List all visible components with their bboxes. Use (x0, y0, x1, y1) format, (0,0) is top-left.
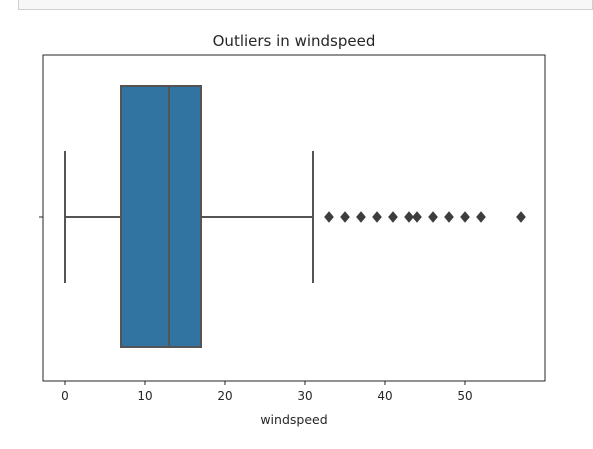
x-tick-label: 30 (297, 389, 312, 403)
outlier-point (324, 211, 334, 223)
x-axis-label: windspeed (260, 412, 327, 427)
outlier-point (412, 211, 422, 223)
outlier-point (516, 211, 526, 223)
outlier-point (476, 211, 486, 223)
outlier-point (340, 211, 350, 223)
x-tick-label: 10 (137, 389, 152, 403)
outlier-point (404, 211, 414, 223)
x-tick-label: 40 (377, 389, 392, 403)
outlier-point (356, 211, 366, 223)
x-tick-label: 20 (217, 389, 232, 403)
outlier-point (428, 211, 438, 223)
iqr-box (120, 85, 202, 348)
outlier-point (372, 211, 382, 223)
chart-title: Outliers in windspeed (213, 32, 376, 50)
x-axis: 0 10 20 30 40 50 (61, 381, 473, 403)
outlier-point (388, 211, 398, 223)
outlier-point (460, 211, 470, 223)
x-tick-label: 0 (61, 389, 69, 403)
plot-frame (42, 54, 546, 382)
x-tick-label: 50 (457, 389, 472, 403)
outlier-point (444, 211, 454, 223)
plot-area (64, 85, 526, 348)
